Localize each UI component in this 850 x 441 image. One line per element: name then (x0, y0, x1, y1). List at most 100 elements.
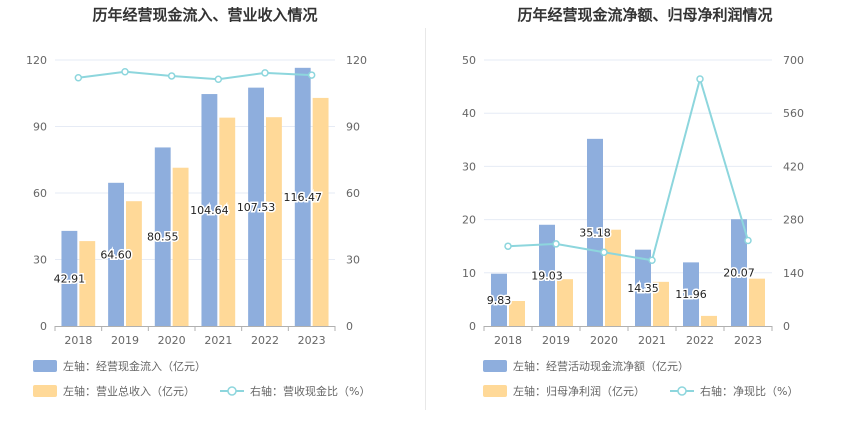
ratio-line-point (648, 256, 656, 265)
chart-title: 历年经营现金流入、营业收入情况 (92, 6, 317, 24)
y-right-tick-label: 120 (346, 54, 367, 67)
x-tick-label: 2021 (204, 334, 232, 347)
ratio-line-point (261, 69, 269, 77)
y-left-tick-label: 50 (462, 54, 476, 67)
x-tick-label: 2023 (734, 334, 762, 347)
legend-label[interactable]: 左轴：经营活动现金流净额（亿元） (513, 359, 689, 373)
ratio-line-point (121, 67, 129, 76)
secondary-bar (219, 117, 236, 326)
y-right-tick-label: 700 (783, 54, 804, 67)
y-left-tick-label: 0 (40, 320, 47, 333)
primary-bar (108, 182, 124, 326)
bar-data-label: 14.35 (627, 282, 659, 295)
ratio-line-point (504, 242, 512, 250)
legend-label[interactable]: 右轴：净现比（%） (700, 384, 798, 398)
secondary-bar (701, 315, 717, 326)
secondary-bar (509, 300, 525, 326)
x-tick-label: 2020 (158, 334, 186, 347)
bar-data-label: 35.18 (579, 226, 611, 239)
x-tick-label: 2019 (542, 334, 570, 347)
primary-bar (491, 273, 507, 326)
ratio-line (78, 70, 312, 81)
primary-bar (635, 249, 651, 326)
y-right-tick-label: 420 (783, 160, 804, 173)
secondary-bar (126, 201, 142, 326)
y-right-tick-label: 280 (783, 214, 804, 227)
bar-data-label: 42.91 (54, 272, 86, 285)
legend-label[interactable]: 左轴：营业总收入（亿元） (63, 384, 195, 398)
x-tick-label: 2023 (298, 334, 326, 347)
ratio-line (507, 75, 749, 262)
y-right-tick-label: 90 (346, 121, 360, 134)
primary-bar (294, 67, 311, 327)
legend-swatch-primary-bar (483, 360, 507, 372)
primary-bar (201, 94, 218, 326)
ratio-line-point (552, 240, 560, 248)
ratio-line-point (600, 248, 608, 257)
primary-bar (248, 87, 264, 326)
ratio-line-point (307, 71, 316, 79)
primary-bar (587, 138, 603, 326)
legend-label[interactable]: 左轴：归母净利润（亿元） (513, 384, 645, 398)
legend-swatch-primary-bar (33, 360, 57, 372)
bar-data-label: 19.03 (531, 269, 563, 282)
legend-swatch-line-marker (227, 386, 237, 396)
secondary-bar (266, 117, 282, 326)
y-left-tick-label: 40 (462, 107, 476, 120)
legend-swatch-secondary-bar (33, 385, 57, 397)
y-right-tick-label: 0 (346, 320, 353, 333)
legend-swatch-secondary-bar (483, 385, 507, 397)
y-left-tick-label: 10 (462, 267, 476, 280)
legend-label[interactable]: 左轴：经营现金流入（亿元） (63, 359, 206, 373)
y-right-tick-label: 30 (346, 254, 360, 267)
ratio-line-point (214, 75, 223, 84)
bar-data-label: 9.83 (487, 294, 512, 307)
y-right-tick-label: 0 (783, 320, 790, 333)
bar-data-label: 64.60 (100, 248, 132, 261)
y-right-tick-label: 60 (346, 187, 360, 200)
ratio-line-point (74, 73, 83, 82)
secondary-bar (605, 229, 621, 326)
primary-bar (61, 230, 78, 326)
y-left-tick-label: 30 (33, 254, 47, 267)
bar-data-label: 104.64 (190, 204, 229, 217)
secondary-bar (172, 167, 189, 326)
y-left-tick-label: 30 (462, 160, 476, 173)
bar-data-label: 80.55 (147, 231, 179, 244)
x-tick-label: 2022 (251, 334, 279, 347)
primary-bar (539, 224, 555, 326)
secondary-bar (749, 278, 765, 326)
bar-data-label: 11.96 (675, 288, 707, 301)
primary-bar (154, 147, 171, 326)
bar-data-label: 116.47 (283, 191, 322, 204)
x-tick-label: 2021 (638, 334, 666, 347)
x-tick-label: 2022 (686, 334, 714, 347)
primary-bar (683, 262, 699, 326)
secondary-bar (79, 241, 96, 326)
y-right-tick-label: 140 (783, 267, 804, 280)
ratio-line-point (167, 72, 176, 80)
x-tick-label: 2020 (590, 334, 618, 347)
ratio-line-point (696, 75, 704, 83)
primary-bar (731, 219, 747, 326)
y-left-tick-label: 60 (33, 187, 47, 200)
x-tick-label: 2018 (494, 334, 522, 347)
x-tick-label: 2019 (111, 334, 139, 347)
secondary-bar (557, 279, 573, 326)
bar-data-label: 20.07 (723, 267, 755, 280)
y-left-tick-label: 20 (462, 214, 476, 227)
chart-title: 历年经营现金流净额、归母净利润情况 (517, 6, 772, 24)
ratio-line-point (744, 236, 752, 245)
bar-data-label: 107.53 (237, 201, 276, 214)
y-left-tick-label: 90 (33, 121, 47, 134)
secondary-bar (312, 97, 329, 326)
y-left-tick-label: 120 (26, 54, 47, 67)
x-tick-label: 2018 (64, 334, 92, 347)
secondary-bar (653, 281, 669, 326)
y-left-tick-label: 0 (469, 320, 476, 333)
y-right-tick-label: 560 (783, 107, 804, 120)
legend-swatch-line-marker (677, 386, 687, 396)
legend-label[interactable]: 右轴：营收现金比（%） (250, 384, 370, 398)
